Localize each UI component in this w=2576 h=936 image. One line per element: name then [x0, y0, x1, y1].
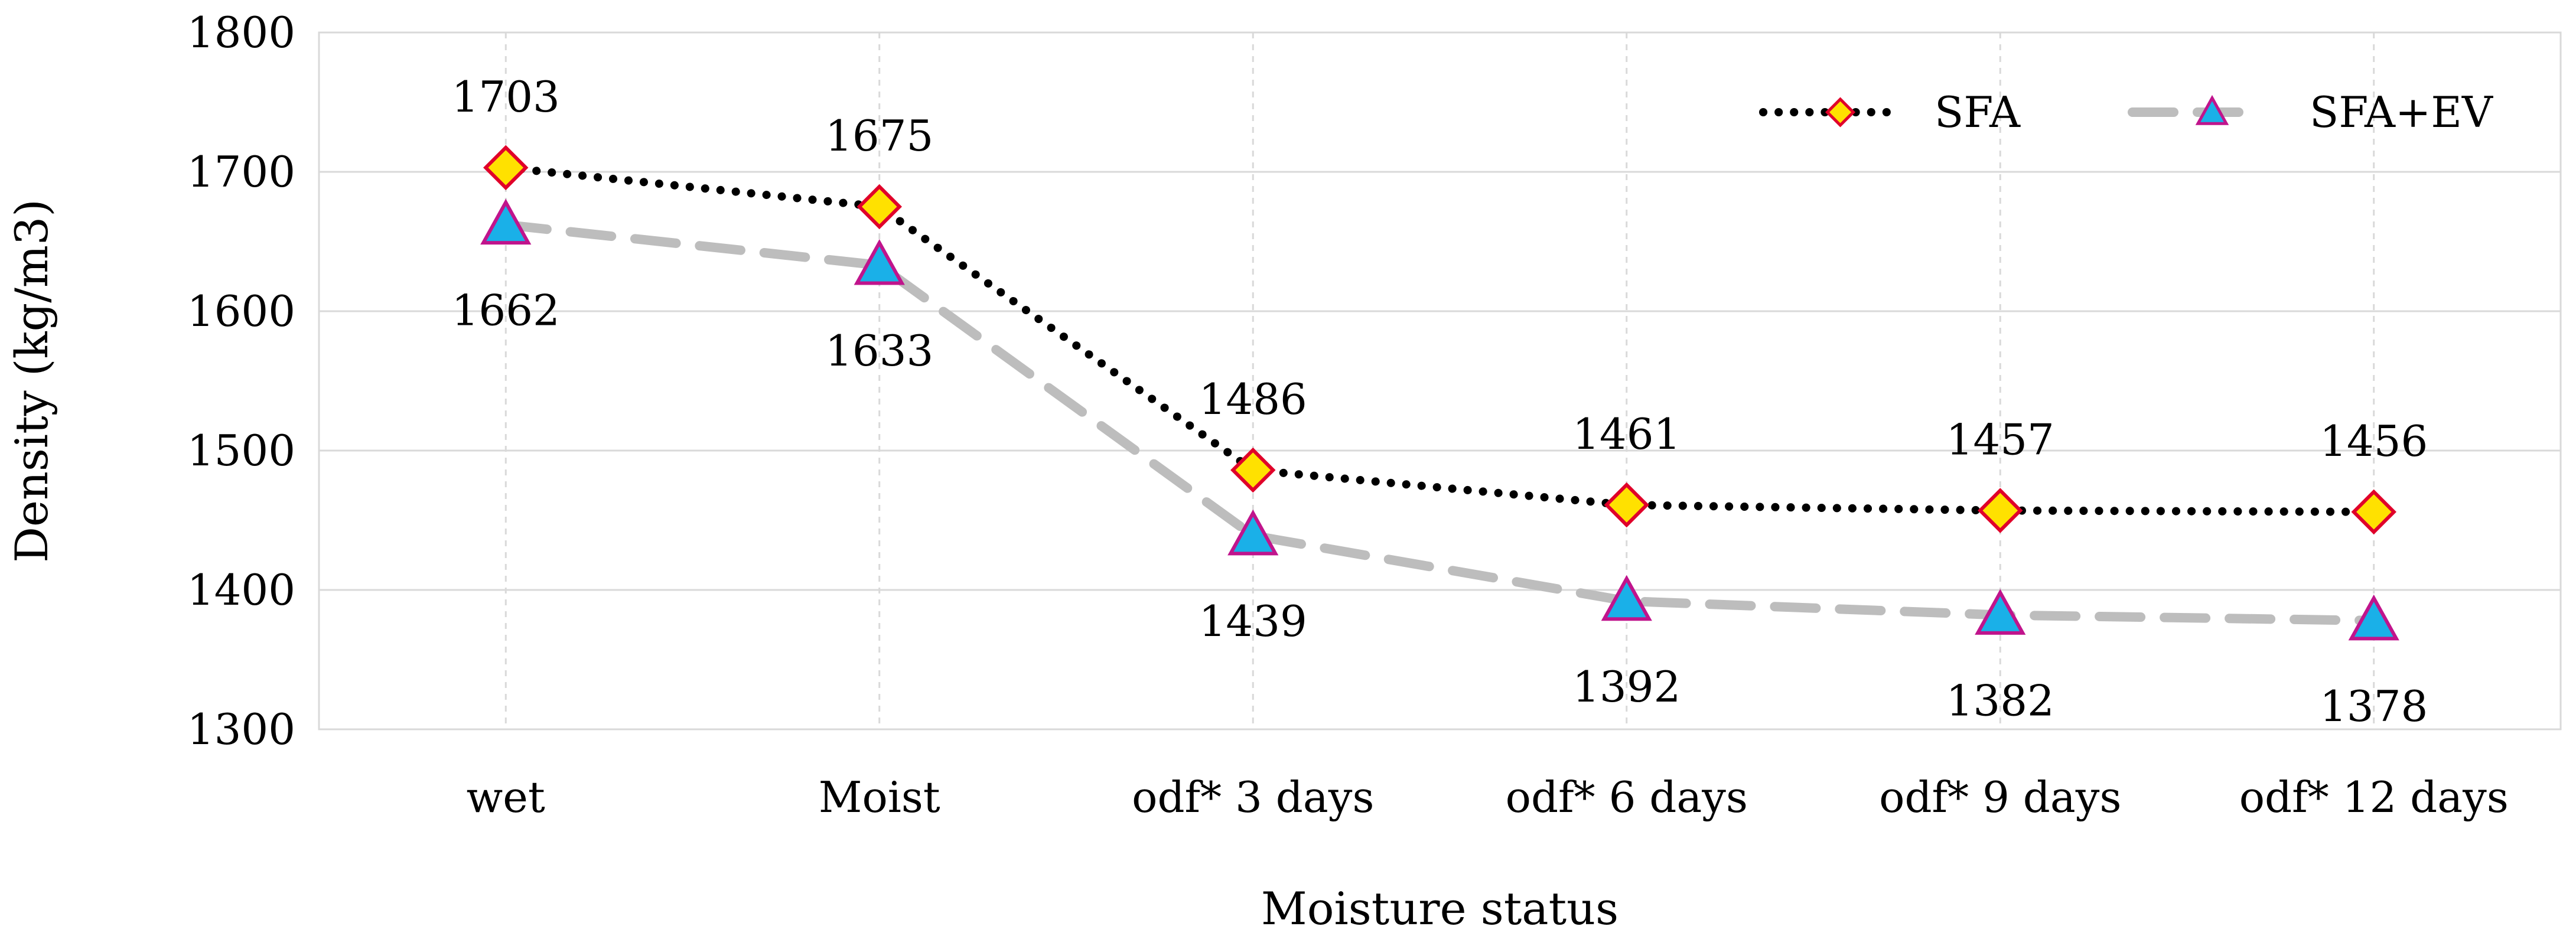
- series: [480, 145, 2399, 641]
- y-tick-label: 1800: [187, 8, 295, 57]
- data-label-sfa-ev: 1392: [1572, 662, 1681, 712]
- data-labels: 1662 1633 1439 1392 1382 1378 1703 1675 1486 1461…: [452, 72, 2428, 731]
- data-point-sfa: [1978, 488, 2023, 533]
- data-label-sfa-ev: 1439: [1199, 596, 1307, 646]
- gridlines: [318, 31, 2562, 730]
- data-point-sfa-ev: [1227, 509, 1279, 556]
- y-tick-label: 1700: [187, 147, 295, 197]
- axes: 1300 1400 1500 1600 1700 1800 wet Moist odf* 3 d…: [187, 8, 2509, 822]
- legend-item-sfa-ev: SFA+EV: [2128, 87, 2494, 137]
- y-tick-label: 1500: [187, 426, 295, 475]
- data-point-sfa-ev: [1601, 575, 1652, 621]
- data-label-sfa-ev: 1633: [825, 326, 933, 376]
- series-sfa-ev: [480, 198, 2399, 641]
- data-point-sfa: [857, 184, 902, 230]
- y-axis-title: Density (kg/m3): [5, 199, 58, 563]
- data-label-sfa: 1486: [1199, 374, 1307, 424]
- y-tick-label: 1300: [187, 705, 295, 754]
- data-label-sfa-ev: 1662: [452, 286, 560, 335]
- legend-label-sfa: SFA: [1935, 87, 2021, 137]
- legend-marker-sfa-ev: [2195, 94, 2229, 125]
- x-tick-label: odf* 9 days: [1879, 772, 2121, 822]
- plot-area-border: [318, 31, 2562, 730]
- data-label-sfa: 1461: [1572, 409, 1681, 459]
- x-tick-label: odf* 12 days: [2239, 772, 2509, 822]
- data-point-sfa: [2351, 489, 2396, 535]
- data-label-sfa-ev: 1382: [1946, 676, 2054, 725]
- data-label-sfa: 1457: [1946, 415, 2054, 464]
- data-label-sfa: 1456: [2320, 416, 2428, 466]
- data-point-sfa-ev: [854, 239, 905, 285]
- legend: SFA SFA+EV: [1759, 87, 2494, 137]
- data-point-sfa-ev: [480, 198, 532, 245]
- y-tick-label: 1600: [187, 286, 295, 336]
- legend-item-sfa: SFA: [1759, 87, 2021, 137]
- x-tick-label: odf* 3 days: [1132, 772, 1374, 822]
- data-label-sfa-ev: 1378: [2320, 681, 2428, 731]
- data-label-sfa: 1675: [825, 111, 933, 161]
- data-point-sfa: [1604, 482, 1649, 528]
- x-tick-label: wet: [467, 772, 545, 822]
- data-point-sfa-ev: [2348, 594, 2399, 641]
- x-tick-label: odf* 6 days: [1506, 772, 1748, 822]
- data-point-sfa: [483, 145, 529, 191]
- x-axis-title: Moisture status: [1261, 882, 1618, 935]
- x-tick-label: Moist: [819, 772, 940, 822]
- data-point-sfa-ev: [1975, 589, 2026, 635]
- series-line-sfa: [501, 163, 2378, 516]
- legend-label-sfa-ev: SFA+EV: [2310, 87, 2494, 137]
- legend-marker-sfa: [1825, 97, 1856, 128]
- data-label-sfa: 1703: [452, 72, 560, 122]
- y-tick-label: 1400: [187, 565, 295, 615]
- series-sfa: [483, 145, 2396, 535]
- data-point-sfa: [1230, 447, 1276, 493]
- series-line-sfa-ev: [501, 220, 2379, 625]
